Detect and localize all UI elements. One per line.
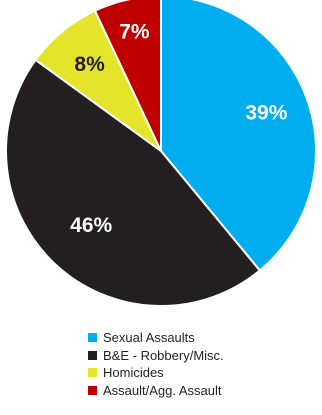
legend-label: Sexual Assaults bbox=[103, 330, 195, 346]
pie-label-b-e-robbery-misc: 46% bbox=[70, 214, 112, 237]
pie-labels: 39% 46% 8% 7% bbox=[70, 20, 288, 236]
pie-slice-sexual-assaults bbox=[160, 0, 317, 272]
legend-label: Homicides bbox=[103, 365, 164, 381]
legend-swatch bbox=[88, 385, 97, 395]
legend-swatch bbox=[88, 350, 97, 360]
legend: Sexual Assaults B&E - Robbery/Misc. Homi… bbox=[88, 329, 224, 399]
legend-item-homicides: Homicides bbox=[88, 364, 224, 382]
pie-slice-b-e-robbery-misc bbox=[5, 58, 262, 307]
pie-slice-assault-agg-assault bbox=[93, 0, 162, 152]
pie-label-homicides: 8% bbox=[74, 53, 105, 76]
legend-swatch bbox=[88, 333, 97, 343]
legend-item-be-robbery-misc: B&E - Robbery/Misc. bbox=[88, 347, 224, 365]
legend-label: Assault/Agg. Assault bbox=[103, 382, 222, 398]
pie-slices bbox=[5, 0, 317, 307]
legend-item-assault-agg-assault: Assault/Agg. Assault bbox=[88, 382, 224, 400]
pie-label-sexual-assaults: 39% bbox=[245, 102, 287, 125]
pie-label-assault-agg-assault: 7% bbox=[119, 20, 150, 43]
legend-item-sexual-assaults: Sexual Assaults bbox=[88, 329, 224, 347]
legend-swatch bbox=[88, 368, 97, 378]
pie-chart: 39% 46% 8% 7% bbox=[5, 0, 317, 307]
legend-label: B&E - Robbery/Misc. bbox=[103, 347, 224, 363]
